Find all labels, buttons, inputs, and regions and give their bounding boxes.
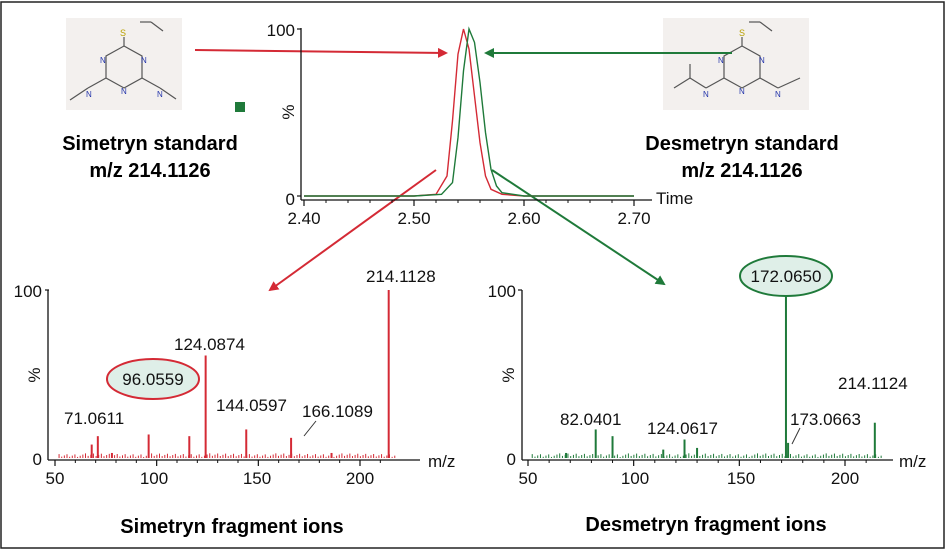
svg-text:N: N bbox=[86, 90, 92, 99]
chromatogram-plot: 100 0 % Time 2.40 2.50 2.60 2.70 bbox=[267, 21, 694, 228]
des-peak-label-172: 172.0650 bbox=[751, 267, 822, 286]
svg-text:S: S bbox=[739, 28, 745, 38]
des-x-tick-100: 100 bbox=[621, 469, 649, 488]
desmetryn-structure-image: S N N N N N bbox=[663, 18, 809, 110]
desmetryn-fragments-caption: Desmetryn fragment ions bbox=[585, 514, 826, 536]
chrom-y-label: % bbox=[279, 104, 298, 119]
sim-peak-label-96: 96.0559 bbox=[122, 370, 183, 389]
chrom-x-tick-2-40: 2.40 bbox=[287, 209, 320, 228]
chrom-y-tick-100: 100 bbox=[267, 21, 295, 40]
des-x-tick-200: 200 bbox=[831, 469, 859, 488]
chrom-y-tick-0: 0 bbox=[286, 190, 295, 209]
chrom-x-label: Time bbox=[656, 189, 693, 208]
sim-x-tick-100: 100 bbox=[140, 469, 168, 488]
desmetryn-standard-label: Desmetryn standard bbox=[645, 133, 838, 155]
des-x-label: m/z bbox=[899, 452, 926, 471]
sim-peak-label-124: 124.0874 bbox=[174, 335, 245, 354]
des-x-tick-150: 150 bbox=[727, 469, 755, 488]
des-y-label: % bbox=[499, 367, 518, 382]
des-peak-label-82: 82.0401 bbox=[560, 410, 621, 429]
sim-peak-label-144: 144.0597 bbox=[216, 396, 287, 415]
sim-y-tick-0: 0 bbox=[33, 450, 42, 469]
svg-text:N: N bbox=[739, 87, 745, 96]
simetryn-fragments-caption: Simetryn fragment ions bbox=[120, 516, 343, 538]
des-y-tick-0: 0 bbox=[507, 450, 516, 469]
sim-peak-label-71: 71.0611 bbox=[64, 409, 124, 428]
sim-peak-label-166: 166.1089 bbox=[302, 402, 373, 421]
svg-text:N: N bbox=[718, 56, 724, 65]
simetryn-standard-label: Simetryn standard bbox=[62, 133, 238, 155]
svg-text:N: N bbox=[121, 87, 127, 96]
sim-y-tick-100: 100 bbox=[14, 282, 42, 301]
chrom-trace-1 bbox=[304, 26, 634, 197]
des-peak-label-214: 214.1124 bbox=[838, 374, 908, 393]
desmetryn-mz-label: m/z 214.1126 bbox=[681, 160, 802, 182]
des-highlight-ellipse bbox=[739, 255, 833, 297]
simetryn-spectrum-plot: 100 0 % m/z 50 100 150 200 96.0559 71.06… bbox=[14, 267, 456, 488]
svg-text:N: N bbox=[775, 90, 781, 99]
svg-text:N: N bbox=[703, 90, 709, 99]
sim-highlight-ellipse bbox=[106, 358, 200, 400]
svg-text:N: N bbox=[157, 90, 163, 99]
arrow-peak-to-desmetryn-spectrum bbox=[491, 169, 666, 286]
des-x-tick-50: 50 bbox=[519, 469, 538, 488]
sim-x-label: m/z bbox=[428, 452, 455, 471]
chrom-trace-0 bbox=[304, 28, 634, 197]
chrom-x-tick-2-70: 2.70 bbox=[617, 209, 650, 228]
des-peak-label-173: 173.0663 bbox=[790, 410, 861, 429]
svg-text:N: N bbox=[100, 56, 106, 65]
arrow-simetryn-to-peak bbox=[194, 47, 448, 58]
sim-label-leader-166 bbox=[303, 420, 317, 437]
chrom-x-tick-2-60: 2.60 bbox=[507, 209, 540, 228]
des-y-tick-100: 100 bbox=[488, 282, 516, 301]
sim-x-tick-150: 150 bbox=[243, 469, 271, 488]
sim-y-label: % bbox=[25, 367, 44, 382]
desmetryn-spectrum-plot: 100 0 % m/z 50 100 150 200 172.0650 82.0… bbox=[488, 255, 926, 488]
arrow-peak-to-simetryn-spectrum bbox=[268, 169, 437, 292]
chrom-x-tick-2-50: 2.50 bbox=[397, 209, 430, 228]
simetryn-mz-label: m/z 214.1126 bbox=[89, 160, 210, 182]
sim-x-tick-50: 50 bbox=[46, 469, 65, 488]
svg-text:N: N bbox=[759, 56, 765, 65]
des-peak-label-124: 124.0617 bbox=[647, 419, 718, 438]
sim-x-tick-200: 200 bbox=[346, 469, 374, 488]
green-square-marker bbox=[235, 102, 245, 112]
sim-peak-label-214: 214.1128 bbox=[366, 267, 436, 286]
des-label-leader-173 bbox=[791, 427, 801, 445]
simetryn-structure-image: S N N N N N bbox=[66, 18, 182, 110]
svg-text:N: N bbox=[141, 56, 147, 65]
svg-text:S: S bbox=[120, 28, 126, 38]
